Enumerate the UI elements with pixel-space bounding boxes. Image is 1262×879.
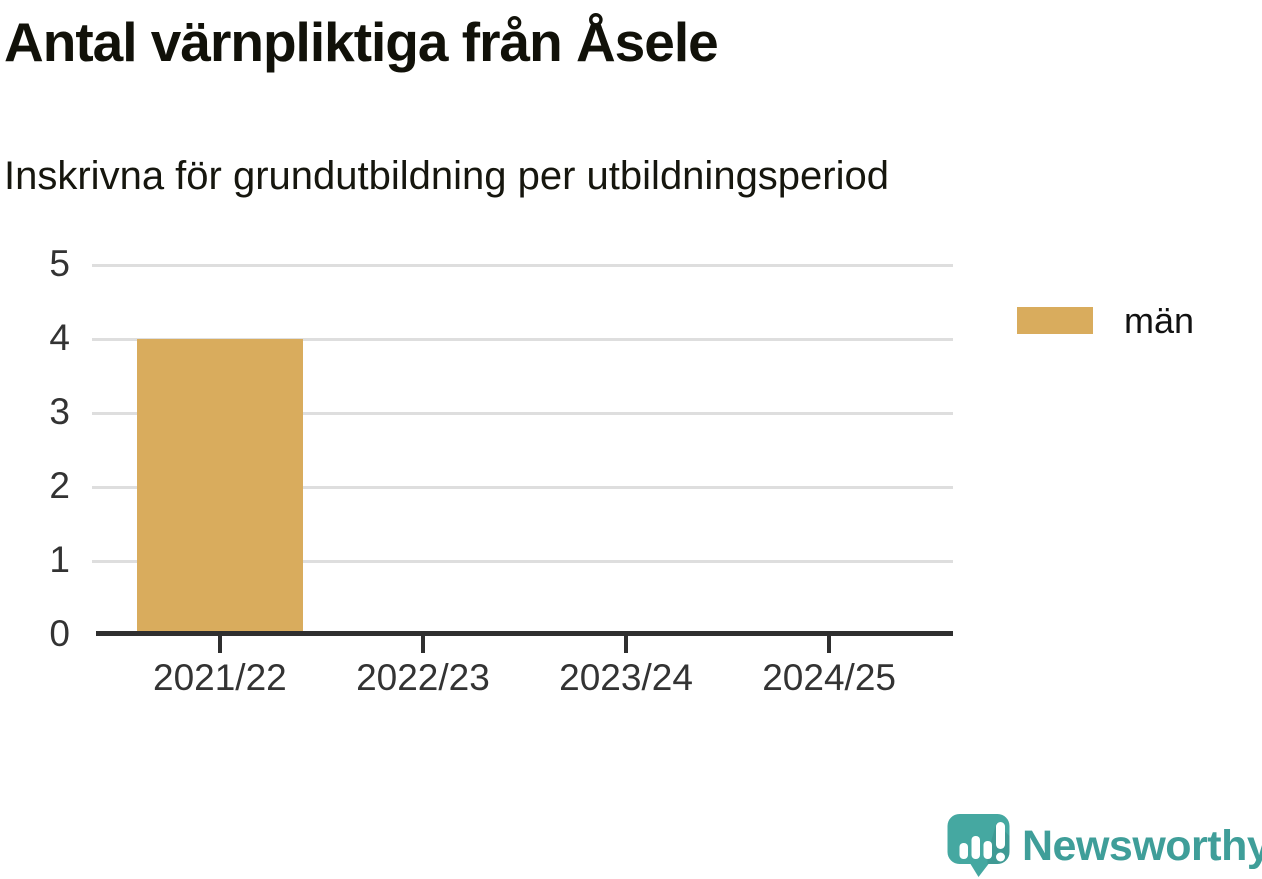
chart-subtitle: Inskrivna för grundutbildning per utbild… [4, 154, 889, 198]
x-tick-label-2024/25: 2024/25 [762, 657, 896, 698]
x-tick-2021/22 [217, 636, 222, 653]
y-tick-label-1: 1 [49, 539, 70, 581]
newsworthy-icon [947, 814, 1010, 877]
y-tick-label-5: 5 [49, 243, 70, 285]
newsworthy-wordmark: Newsworthy [1022, 821, 1262, 870]
legend-label-man: män [1124, 300, 1195, 341]
x-tick-2023/24 [624, 636, 629, 653]
gridline-y-4 [92, 337, 953, 341]
plot-area: 0 1 2 3 4 5 2021/22 2022/23 2023/24 2024/25 [49, 245, 953, 698]
legend: män [1017, 300, 1195, 341]
y-tick-label-3: 3 [49, 391, 70, 433]
x-tick-label-2022/23: 2022/23 [356, 657, 490, 698]
x-tick-label-2021/22: 2021/22 [153, 657, 287, 698]
y-tick-label-0: 0 [49, 613, 70, 655]
x-tick-2022/23 [420, 636, 425, 653]
x-tick-2024/25 [827, 636, 832, 653]
x-tick-label-2023/24: 2023/24 [559, 657, 693, 698]
gridline-y-2 [92, 485, 953, 489]
bar-män-2021/22 [136, 339, 304, 633]
newsworthy-logo: Newsworthy [946, 813, 1262, 879]
y-tick-label-4: 4 [49, 317, 70, 359]
gridline-y-3 [92, 411, 953, 415]
gridline-y-1 [92, 559, 953, 563]
gridline-y-5 [92, 263, 953, 267]
chart-title: Antal värnpliktiga från Åsele [4, 11, 719, 73]
x-axis-line [96, 631, 953, 636]
y-tick-label-2: 2 [49, 465, 70, 507]
legend-swatch-man [1017, 307, 1093, 334]
